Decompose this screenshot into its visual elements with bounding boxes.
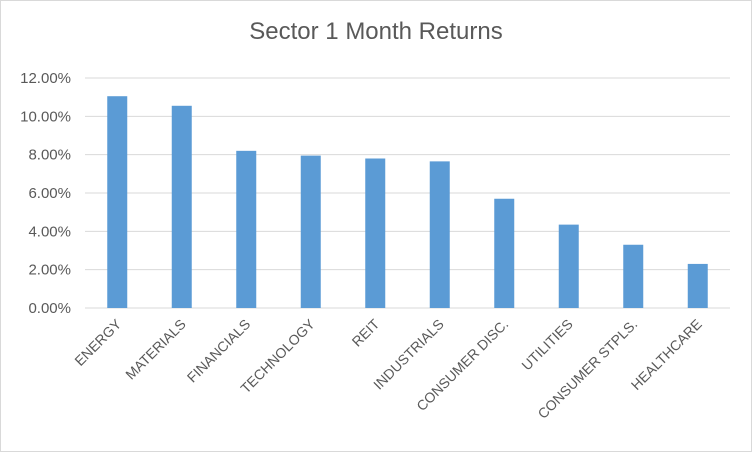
- y-tick-label: 4.00%: [28, 223, 71, 240]
- y-tick-label: 10.00%: [20, 108, 71, 125]
- y-tick-label: 12.00%: [20, 70, 71, 87]
- bar-consumer-disc: [494, 198, 515, 308]
- bar-technology: [300, 155, 321, 308]
- gridlines: [85, 77, 730, 309]
- y-tick-label: 6.00%: [28, 185, 71, 202]
- bar-utilities: [558, 224, 579, 308]
- chart-title: Sector 1 Month Returns: [249, 18, 503, 45]
- bar-reit: [365, 158, 386, 308]
- y-axis-labels: 0.00% 2.00% 4.00% 6.00% 8.00% 10.00% 12.00%: [20, 70, 71, 317]
- bar-energy: [107, 96, 128, 308]
- x-tick-label: ENERGY: [71, 315, 125, 369]
- x-tick-label: UTILITIES: [518, 316, 576, 374]
- y-tick-label: 0.00%: [28, 300, 71, 317]
- bar-materials: [171, 105, 192, 309]
- bar-consumer-stpls: [623, 244, 644, 308]
- y-tick-label: 2.00%: [28, 262, 71, 279]
- x-tick-label: REIT: [349, 315, 383, 349]
- bars: [107, 96, 708, 309]
- bar-industrials: [429, 161, 450, 308]
- x-tick-label: FINANCIALS: [184, 316, 254, 386]
- y-tick-label: 8.00%: [28, 147, 71, 164]
- x-tick-label: MATERIALS: [122, 316, 189, 383]
- bar-financials: [236, 150, 257, 308]
- bar-healthcare: [687, 263, 708, 308]
